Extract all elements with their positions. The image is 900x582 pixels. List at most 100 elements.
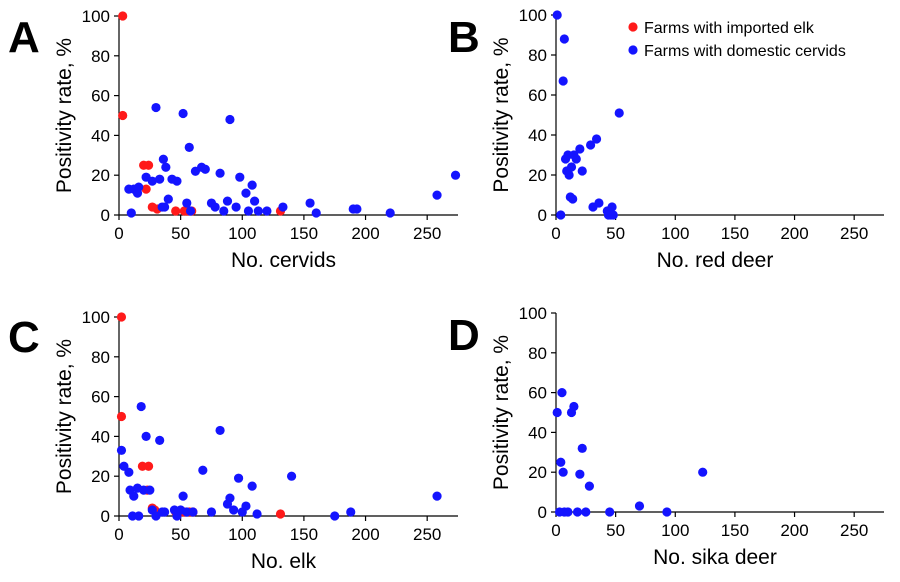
panel-b-x-tick-label: 100 <box>661 224 689 243</box>
data-point <box>163 194 173 204</box>
data-point <box>286 471 297 481</box>
data-point <box>118 110 128 121</box>
data-point <box>566 162 577 172</box>
data-point <box>231 202 241 212</box>
data-point <box>330 511 340 521</box>
panel-c-y-axis-title: Positivity rate, % <box>53 339 76 494</box>
data-point <box>432 190 442 200</box>
data-point <box>450 170 461 180</box>
data-point <box>222 196 233 206</box>
data-point <box>552 407 562 418</box>
data-point <box>171 206 181 216</box>
data-point <box>233 473 244 483</box>
panel-c-y-tick-label: 0 <box>101 507 110 526</box>
data-point <box>185 206 196 216</box>
data-point <box>206 507 217 517</box>
panel-a-y-tick-label: 0 <box>101 206 110 225</box>
panel-c-x-axis-title: No. elk <box>251 550 317 573</box>
data-point <box>577 166 587 176</box>
panel-d-y-tick-label: 60 <box>528 384 547 403</box>
data-point <box>126 208 136 218</box>
panel-b-y-axis-title: Positivity rate, % <box>490 37 513 192</box>
panel-d-x-tick-label: 150 <box>721 521 749 540</box>
data-point <box>225 114 235 125</box>
data-point <box>634 501 645 511</box>
data-point <box>247 180 257 190</box>
panel-d-x-axis-title: No. sika deer <box>653 546 777 569</box>
panel-d-series-0 <box>552 388 708 517</box>
data-point <box>136 401 146 412</box>
data-point <box>577 443 587 453</box>
panel-a: A 0 20 40 60 80 100 0 50 100 150 200 250 No. cervids P… <box>8 7 461 272</box>
data-point <box>200 164 210 174</box>
panel-c-x-tick-label: 250 <box>413 525 441 544</box>
legend-marker <box>628 22 638 32</box>
data-point <box>160 507 170 517</box>
data-point <box>556 457 566 467</box>
data-point <box>145 485 155 495</box>
panel-a-y-tick-label: 60 <box>91 87 110 106</box>
panel-b-x-tick-label: 0 <box>551 224 560 243</box>
panel-b-series-0 <box>552 10 624 220</box>
panel-d-y-tick-label: 100 <box>519 304 547 323</box>
data-point <box>243 206 254 216</box>
data-point <box>219 206 229 216</box>
legend-marker <box>628 45 638 55</box>
data-point <box>311 208 321 218</box>
panel-d-y-tick-label: 80 <box>528 344 547 363</box>
panel-c-x-tick-label: 0 <box>114 525 123 544</box>
data-point <box>158 154 168 164</box>
panel-a-x-axis-title: No. cervids <box>231 249 336 272</box>
panel-d: D 0 20 40 60 80 100 0 50 100 150 200 250 No. sika dee… <box>448 304 884 569</box>
data-point <box>252 509 262 519</box>
data-point <box>155 174 165 184</box>
data-point <box>607 202 617 212</box>
data-point <box>557 388 567 398</box>
panel-c-series-1 <box>116 401 442 521</box>
data-point <box>698 467 708 477</box>
panel-b-x-tick-label: 50 <box>606 224 625 243</box>
data-point <box>116 445 127 455</box>
data-point <box>432 491 442 501</box>
data-point <box>262 206 272 216</box>
data-point <box>151 102 161 113</box>
panel-d-x-tick-label: 200 <box>780 521 808 540</box>
data-point <box>275 509 286 519</box>
panel-a-x-tick-label: 150 <box>290 224 318 243</box>
panel-a-y-tick-label: 20 <box>91 166 110 185</box>
data-point <box>575 144 585 154</box>
data-point <box>559 34 569 44</box>
legend-label: Farms with domestic cervids <box>644 43 846 60</box>
data-point <box>134 511 144 521</box>
data-point <box>556 210 566 220</box>
data-point <box>253 206 263 216</box>
data-point <box>558 76 568 86</box>
data-point <box>346 507 356 517</box>
data-point <box>215 168 225 178</box>
legend-label: Farms with imported elk <box>644 20 815 37</box>
panel-b-x-tick-label: 150 <box>721 224 749 243</box>
data-point <box>235 172 245 182</box>
panel-a-letter: A <box>8 13 40 62</box>
data-point <box>552 10 562 20</box>
data-point <box>584 481 594 491</box>
panel-a-x-tick-label: 200 <box>351 224 379 243</box>
data-point <box>210 202 220 212</box>
data-point <box>569 401 579 412</box>
data-point <box>178 491 188 501</box>
data-point <box>585 140 596 150</box>
panel-c-y-tick-label: 80 <box>91 348 110 367</box>
panel-b: B 0 20 40 60 80 100 0 50 100 150 200 250 No. red deer… <box>448 6 884 272</box>
data-point <box>134 182 144 192</box>
panel-c-x-tick-label: 200 <box>351 525 379 544</box>
data-point <box>591 134 602 144</box>
data-point <box>558 467 568 477</box>
data-point <box>188 507 198 517</box>
panel-a-y-axis-title: Positivity rate, % <box>53 38 76 193</box>
data-point <box>178 108 188 119</box>
data-point <box>563 507 573 517</box>
panel-d-letter: D <box>448 311 480 360</box>
data-point <box>172 176 182 186</box>
panel-d-x-tick-label: 50 <box>606 521 625 540</box>
